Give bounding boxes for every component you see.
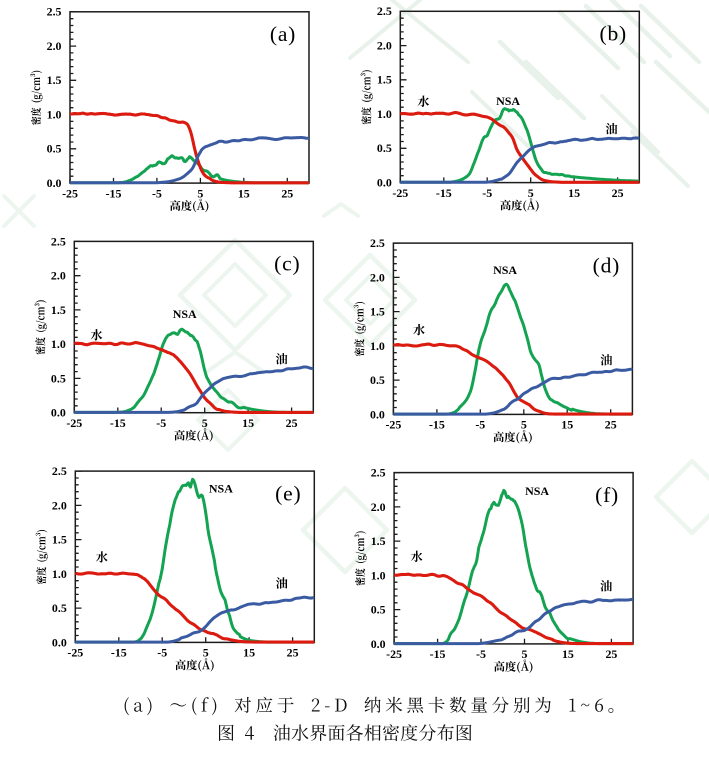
svg-text:2.5: 2.5 xyxy=(47,5,62,19)
svg-text:NSA: NSA xyxy=(496,94,520,108)
svg-text:1.5: 1.5 xyxy=(370,305,385,319)
svg-text:5: 5 xyxy=(521,418,527,432)
svg-text:-15: -15 xyxy=(436,186,452,200)
svg-text:2.0: 2.0 xyxy=(52,498,67,512)
svg-text:2.0: 2.0 xyxy=(370,270,385,284)
svg-text:-5: -5 xyxy=(482,186,492,200)
svg-text:-25: -25 xyxy=(385,418,401,432)
svg-text:25: 25 xyxy=(287,646,299,660)
svg-text:2.5: 2.5 xyxy=(377,4,392,18)
svg-text:1.0: 1.0 xyxy=(51,337,66,351)
svg-text:15: 15 xyxy=(562,647,574,661)
svg-text:-15: -15 xyxy=(110,416,126,430)
svg-text:15: 15 xyxy=(561,418,573,432)
svg-text:-25: -25 xyxy=(62,186,78,200)
svg-text:(d): (d) xyxy=(593,253,620,277)
svg-text:1.5: 1.5 xyxy=(47,73,62,87)
svg-text:2.5: 2.5 xyxy=(52,464,67,478)
svg-text:1.0: 1.0 xyxy=(47,108,62,122)
svg-text:0.5: 0.5 xyxy=(371,603,386,617)
svg-text:(a): (a) xyxy=(270,22,296,46)
svg-text:1.5: 1.5 xyxy=(51,303,66,317)
svg-text:0.0: 0.0 xyxy=(371,637,386,651)
svg-text:-5: -5 xyxy=(152,186,162,200)
svg-text:1.0: 1.0 xyxy=(52,567,67,581)
svg-text:2.5: 2.5 xyxy=(370,236,385,250)
svg-text:2.0: 2.0 xyxy=(377,39,392,53)
svg-text:1.0: 1.0 xyxy=(377,107,392,121)
svg-text:2.0: 2.0 xyxy=(47,39,62,53)
svg-text:15: 15 xyxy=(568,186,580,200)
svg-text:0.5: 0.5 xyxy=(377,141,392,155)
svg-text:1.0: 1.0 xyxy=(371,568,386,582)
svg-text:2.0: 2.0 xyxy=(51,269,66,283)
svg-text:-15: -15 xyxy=(106,186,122,200)
svg-text:-15: -15 xyxy=(430,647,446,661)
svg-text:-5: -5 xyxy=(475,418,485,432)
svg-text:15: 15 xyxy=(243,646,255,660)
svg-text:15: 15 xyxy=(242,416,254,430)
svg-text:25: 25 xyxy=(286,416,298,430)
svg-text:-5: -5 xyxy=(157,646,167,660)
svg-text:25: 25 xyxy=(605,418,617,432)
svg-text:0.0: 0.0 xyxy=(377,176,392,190)
svg-text:NSA: NSA xyxy=(525,484,549,498)
svg-text:5: 5 xyxy=(203,646,209,660)
svg-text:0.5: 0.5 xyxy=(52,601,67,615)
svg-text:NSA: NSA xyxy=(173,307,197,321)
svg-text:2.0: 2.0 xyxy=(371,500,386,514)
svg-text:5: 5 xyxy=(202,416,208,430)
svg-text:0.0: 0.0 xyxy=(51,406,66,420)
svg-text:1.5: 1.5 xyxy=(371,534,386,548)
svg-text:-15: -15 xyxy=(111,646,127,660)
svg-text:25: 25 xyxy=(612,186,624,200)
svg-text:0.0: 0.0 xyxy=(370,407,385,421)
svg-text:-5: -5 xyxy=(476,647,486,661)
svg-text:-5: -5 xyxy=(156,416,166,430)
svg-text:0.5: 0.5 xyxy=(370,373,385,387)
svg-text:-25: -25 xyxy=(66,416,82,430)
svg-text:5: 5 xyxy=(197,186,203,200)
svg-text:15: 15 xyxy=(238,186,250,200)
svg-text:0.0: 0.0 xyxy=(52,635,67,649)
svg-text:0.5: 0.5 xyxy=(51,371,66,385)
svg-text:-15: -15 xyxy=(429,418,445,432)
svg-text:-25: -25 xyxy=(392,186,408,200)
svg-text:25: 25 xyxy=(281,186,293,200)
svg-text:1.5: 1.5 xyxy=(52,533,67,547)
svg-text:(c): (c) xyxy=(274,252,300,276)
svg-text:5: 5 xyxy=(522,647,528,661)
svg-text:NSA: NSA xyxy=(209,481,233,495)
svg-text:2.5: 2.5 xyxy=(51,234,66,248)
svg-text:0.0: 0.0 xyxy=(47,176,62,190)
svg-text:1.5: 1.5 xyxy=(377,73,392,87)
svg-text:5: 5 xyxy=(528,186,534,200)
svg-text:0.5: 0.5 xyxy=(47,142,62,156)
svg-text:-25: -25 xyxy=(386,647,402,661)
svg-text:-25: -25 xyxy=(67,646,83,660)
svg-text:(b): (b) xyxy=(600,22,627,46)
svg-text:25: 25 xyxy=(605,647,617,661)
svg-text:(f): (f) xyxy=(595,483,619,507)
svg-text:(e): (e) xyxy=(275,481,301,505)
svg-text:NSA: NSA xyxy=(493,263,517,277)
svg-text:1.0: 1.0 xyxy=(370,339,385,353)
svg-text:2.5: 2.5 xyxy=(371,466,386,480)
